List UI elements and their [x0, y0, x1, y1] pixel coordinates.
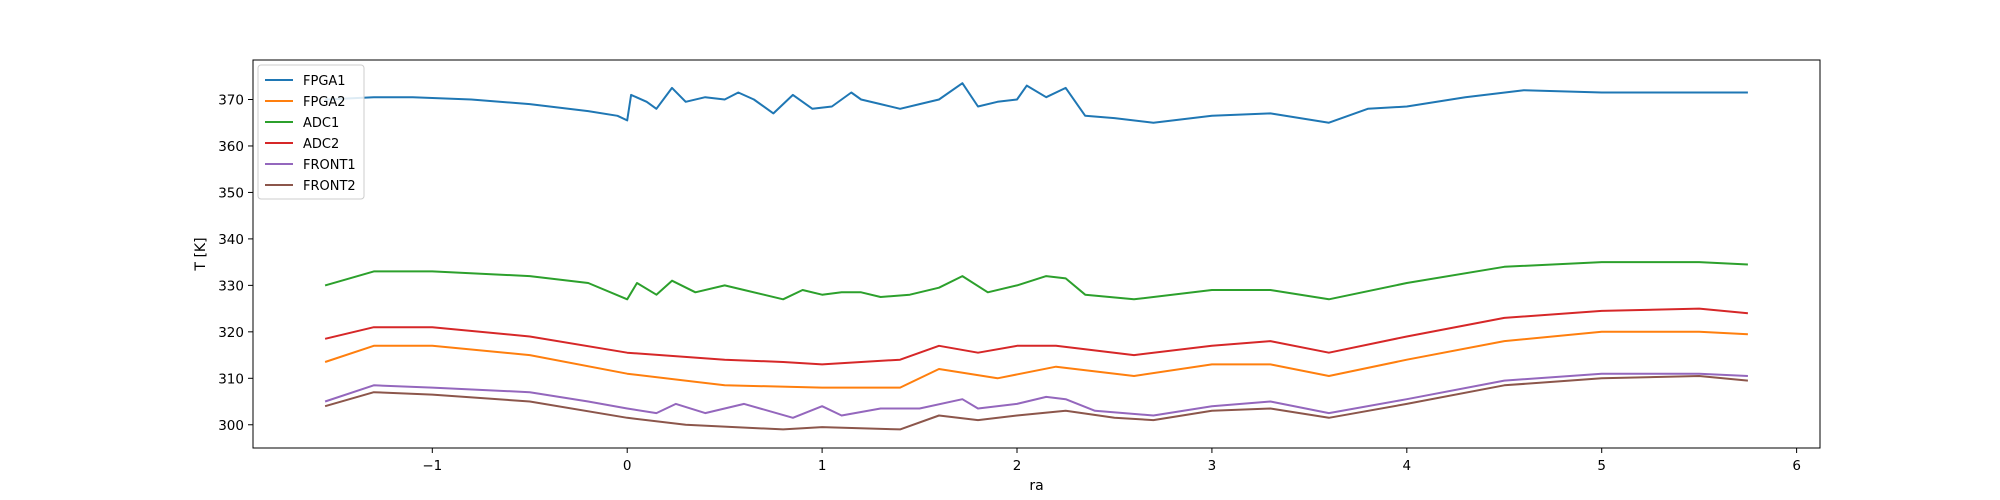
y-tick-label: 300 — [218, 418, 244, 434]
series-line-front1 — [324, 372, 1748, 419]
legend-entry-label: ADC2 — [303, 137, 339, 152]
x-tick-label: 4 — [1403, 458, 1412, 474]
legend-entry-label: ADC1 — [303, 116, 339, 131]
y-tick-label: 310 — [218, 371, 244, 387]
y-tick-label: 360 — [218, 139, 244, 155]
legend-box — [257, 64, 365, 200]
y-axis-label: T [K] — [193, 237, 209, 271]
x-tick-label: 6 — [1792, 458, 1801, 474]
x-tick-label: 2 — [1013, 458, 1022, 474]
legend-entry-label: FRONT2 — [303, 179, 356, 194]
y-tick-label: 350 — [218, 185, 244, 201]
x-tick-label: 3 — [1208, 458, 1217, 474]
x-axis-label: ra — [1029, 478, 1043, 494]
series-line-front2 — [324, 375, 1748, 431]
series-line-fpga2 — [324, 330, 1748, 389]
series-line-adc2 — [324, 307, 1748, 366]
y-tick-label: 370 — [218, 92, 244, 108]
plot-frame — [252, 59, 1821, 449]
y-tick-label: 330 — [218, 278, 244, 294]
y-axis-label-group: T [K] — [193, 237, 209, 271]
y-axis-ticks: 300 310 320 330 340 350 360 370 — [218, 92, 253, 434]
series-line-fpga1 — [325, 82, 1748, 124]
legend-entry-label: FRONT1 — [303, 158, 356, 173]
legend-entry-label: FPGA1 — [303, 74, 346, 89]
legend-entry-label: FPGA2 — [303, 95, 346, 110]
x-tick-label: 0 — [623, 458, 632, 474]
y-tick-label: 320 — [218, 325, 244, 341]
series-layer — [324, 82, 1748, 431]
x-tick-label: 5 — [1597, 458, 1606, 474]
series-line-adc1 — [324, 261, 1748, 301]
legend: FPGA1 FPGA2 ADC1 ADC2 FRONT1 FRONT2 — [257, 64, 365, 200]
x-tick-label: 1 — [818, 458, 827, 474]
x-axis-ticks: −1 0 1 2 3 4 5 6 — [422, 448, 1801, 474]
x-tick-label: −1 — [422, 458, 442, 474]
y-tick-label: 340 — [218, 232, 244, 248]
